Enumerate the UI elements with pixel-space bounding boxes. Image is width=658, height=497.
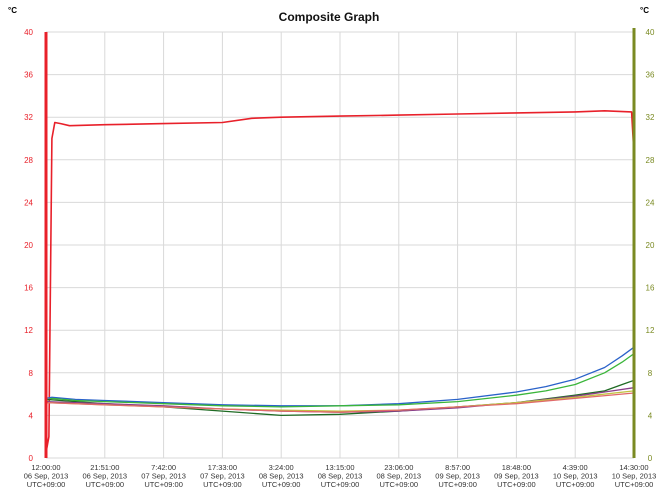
left-y-tick-label: 8 xyxy=(29,369,34,378)
left-y-tick-label: 16 xyxy=(24,284,33,293)
left-y-tick-label: 36 xyxy=(24,71,33,80)
series-lines xyxy=(45,110,635,453)
series-line-0 xyxy=(45,110,635,453)
left-y-tick-label: 40 xyxy=(24,28,33,37)
right-y-tick-label: 40 xyxy=(646,28,655,37)
right-y-tick-label: 24 xyxy=(646,198,655,207)
x-tick-label-tz: UTC+09:00 xyxy=(497,480,536,489)
right-y-tick-label: 28 xyxy=(646,156,655,165)
right-y-tick-label: 16 xyxy=(646,284,655,293)
series-line-6 xyxy=(45,392,635,413)
right-y-tick-label: 32 xyxy=(646,113,655,122)
right-y-tick-label: 20 xyxy=(646,241,655,250)
left-y-tick-label: 12 xyxy=(24,326,33,335)
x-tick-label-tz: UTC+09:00 xyxy=(86,480,125,489)
right-y-tick-label: 8 xyxy=(648,369,653,378)
left-y-tick-label: 32 xyxy=(24,113,33,122)
x-tick-label-time: 14:30:00 xyxy=(619,463,648,472)
x-tick-label-date: 08 Sep, 2013 xyxy=(259,472,304,481)
right-y-tick-label: 36 xyxy=(646,71,655,80)
left-y-tick-label: 20 xyxy=(24,241,33,250)
left-y-tick-label: 4 xyxy=(29,411,34,420)
x-tick-label-tz: UTC+09:00 xyxy=(556,480,595,489)
right-y-tick-label: 4 xyxy=(648,411,653,420)
x-tick-label-tz: UTC+09:00 xyxy=(27,480,66,489)
x-tick-label-tz: UTC+09:00 xyxy=(438,480,477,489)
x-tick-label-time: 12:00:00 xyxy=(31,463,60,472)
x-tick-label-date: 07 Sep, 2013 xyxy=(141,472,186,481)
axis-labels: 0 4 8 12 16 20 24 28 32 36 40 0 4 8 12 16 20 24 28 32 36 40 12… xyxy=(24,28,657,489)
x-tick-label-time: 8:57:00 xyxy=(445,463,470,472)
x-tick-label-tz: UTC+09:00 xyxy=(262,480,301,489)
right-axis-unit: °C xyxy=(640,6,649,15)
x-tick-label-tz: UTC+09:00 xyxy=(321,480,360,489)
right-y-tick-label: 12 xyxy=(646,326,655,335)
x-tick-label-date: 06 Sep, 2013 xyxy=(24,472,69,481)
gridlines xyxy=(45,31,635,459)
chart-title: Composite Graph xyxy=(279,10,380,24)
x-tick-label-tz: UTC+09:00 xyxy=(380,480,419,489)
x-tick-label-time: 13:15:00 xyxy=(325,463,354,472)
left-y-tick-label: 28 xyxy=(24,156,33,165)
x-tick-label-tz: UTC+09:00 xyxy=(615,480,654,489)
x-tick-label-date: 06 Sep, 2013 xyxy=(82,472,127,481)
x-tick-label-date: 08 Sep, 2013 xyxy=(376,472,421,481)
x-tick-label-date: 10 Sep, 2013 xyxy=(612,472,657,481)
x-tick-label-time: 21:51:00 xyxy=(90,463,119,472)
x-tick-label-time: 7:42:00 xyxy=(151,463,176,472)
x-tick-label-date: 09 Sep, 2013 xyxy=(435,472,480,481)
x-tick-label-date: 07 Sep, 2013 xyxy=(200,472,245,481)
x-tick-label-time: 23:06:00 xyxy=(384,463,413,472)
x-tick-label-time: 3:24:00 xyxy=(269,463,294,472)
left-axis-unit: °C xyxy=(8,6,17,15)
x-tick-label-time: 18:48:00 xyxy=(502,463,531,472)
right-y-tick-label: 0 xyxy=(648,454,653,463)
x-tick-label-time: 17:33:00 xyxy=(208,463,237,472)
x-tick-label-tz: UTC+09:00 xyxy=(203,480,242,489)
axes xyxy=(44,28,636,458)
x-tick-label-date: 08 Sep, 2013 xyxy=(318,472,363,481)
left-y-tick-label: 0 xyxy=(29,454,34,463)
x-tick-label-date: 10 Sep, 2013 xyxy=(553,472,598,481)
x-tick-label-time: 4:39:00 xyxy=(563,463,588,472)
left-y-tick-label: 24 xyxy=(24,198,33,207)
series-line-2 xyxy=(45,353,635,408)
x-tick-label-date: 09 Sep, 2013 xyxy=(494,472,539,481)
x-tick-label-tz: UTC+09:00 xyxy=(144,480,183,489)
